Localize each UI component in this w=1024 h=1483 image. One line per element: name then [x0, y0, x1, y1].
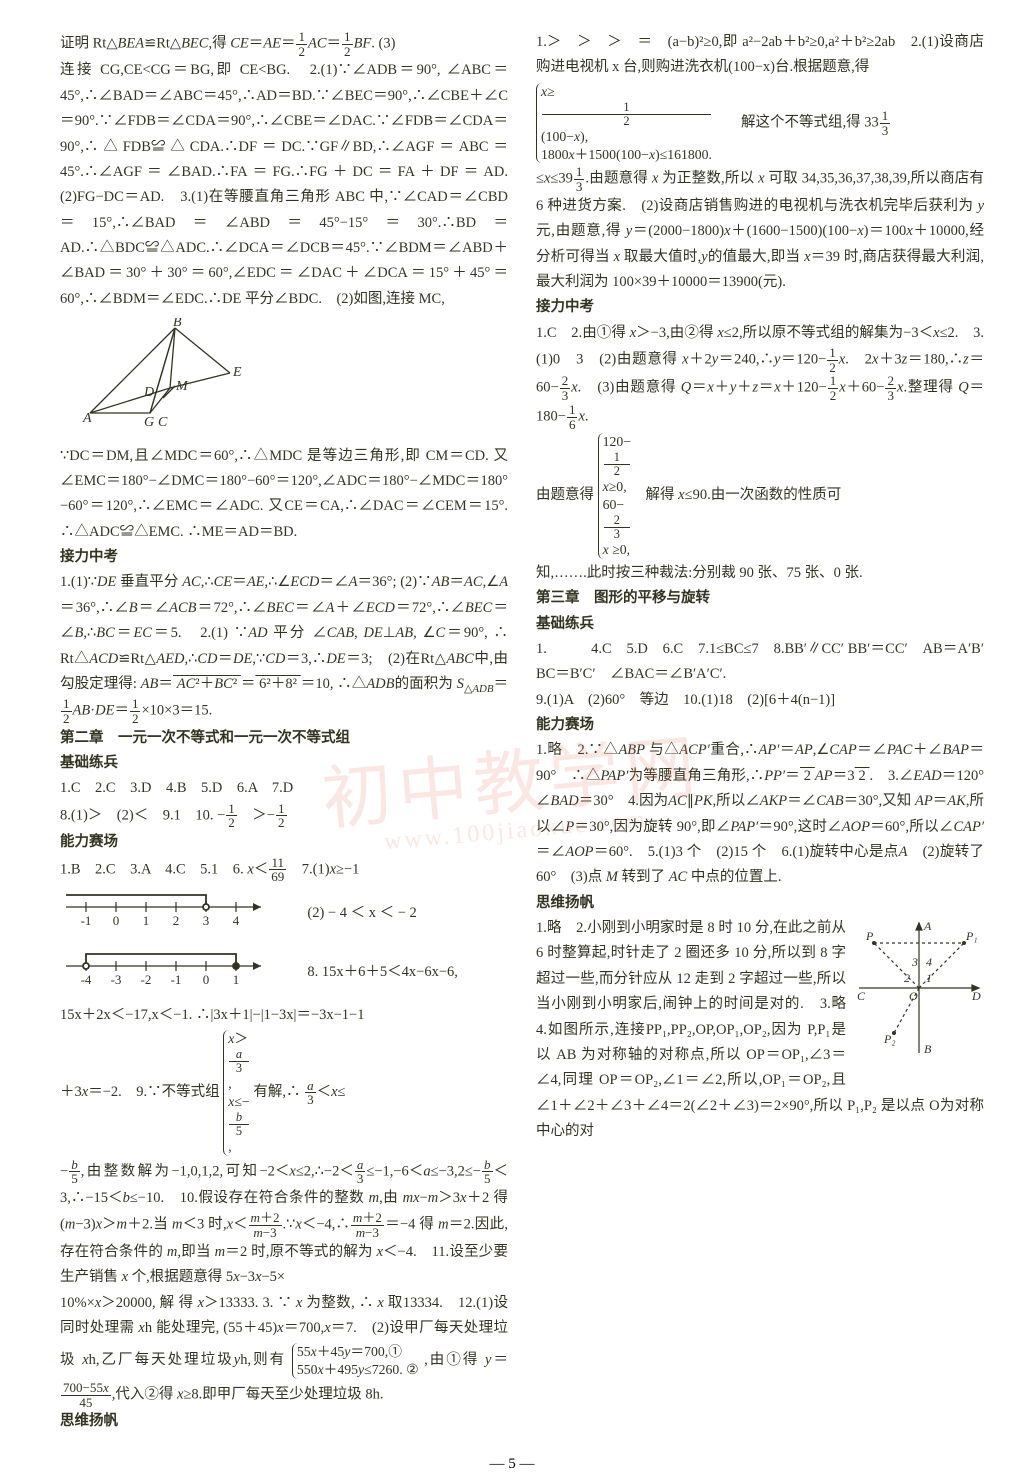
svg-text:-4: -4	[81, 972, 92, 987]
body-text: −b5,由整数解为−1,0,1,2,可知−2＜x≤2,∴−2＜a3≤−1,−6＜…	[60, 1158, 508, 1291]
nl1-caption: (2) − 4 ＜ x ＜ − 2	[306, 884, 508, 943]
heading-jichu: 基础练兵	[60, 751, 508, 776]
body-text: 1.略 2.∵△ABP 与△ACP′重合,∴AP′＝AP,∠CAP＝∠PAC＋∠…	[536, 738, 984, 890]
svg-text:1: 1	[143, 913, 150, 928]
body-text: ∵DC＝DM,且∠MDC＝60°,∴△MDC 是等边三角形,即 CM＝CD. 又…	[60, 444, 508, 546]
body-text: 连接 CG,CE<CG＝BG,即 CE<BG. 2.(1)∵∠ADB＝90°, …	[60, 58, 508, 312]
svg-text:A: A	[82, 411, 92, 426]
answers-line: 9.(1)A (2)60° 等边 10.(1)18 (2)[6＋4(n−1)]	[536, 688, 984, 713]
numberline-2: -4 -3 -2 -1 0 1	[61, 948, 271, 988]
heading-siwei: 思维扬帆	[60, 1409, 508, 1434]
heading-jieli: 接力中考	[60, 545, 508, 570]
body-text: 1.(1)∵DE 垂直平分 AC,∴CE＝AE,∴∠ECD＝∠A＝36°; (2…	[60, 570, 508, 725]
page-content: 证明 Rt△BEA≌Rt△BEC,得 CE＝AE＝12AC＝12BF. (3) …	[0, 0, 1024, 1483]
page-number: — 5 —	[490, 1456, 535, 1473]
svg-text:P: P	[865, 929, 874, 943]
svg-text:-1: -1	[81, 913, 92, 928]
svg-text:2: 2	[904, 971, 910, 985]
svg-text:P₁: P₁	[965, 929, 978, 943]
triangle-figure: A G C B D M E	[80, 318, 508, 437]
svg-text:4: 4	[926, 955, 932, 969]
svg-text:-2: -2	[141, 972, 152, 987]
svg-text:B: B	[173, 318, 182, 330]
body-text: 10%×x＞20000, 解 得 x＞13333. 3. ∵ x 为整数, ∴ …	[60, 1291, 508, 1410]
answers-line: 1.C 2.C 3.D 4.B 5.D 6.A 7.D	[60, 776, 508, 801]
answers-line: 8.(1)＞ (2)＜ 9.1 10. −12 ＞−12	[60, 802, 508, 830]
svg-text:0: 0	[113, 913, 120, 928]
numberline-block: -1 0 1 2 3 4 (2) − 4 ＜ x ＜ − 2 -4 -3 -2 -1 0 1 8…	[60, 884, 508, 1003]
svg-text:B: B	[924, 1042, 932, 1056]
heading-jieli-r: 接力中考	[536, 295, 984, 320]
heading-nengli: 能力赛场	[60, 830, 508, 855]
svg-text:M: M	[175, 379, 189, 394]
svg-text:3: 3	[203, 913, 210, 928]
body-text: ≤x≤3913.由题意得 x 为正整数,所以 x 可取 34,35,36,37,…	[536, 165, 984, 295]
body-text: ＋3x＝−2. 9.∵不等式组 x＞a3,x≤−b5, 有解,∴ a3＜x≤	[60, 1028, 508, 1158]
svg-text:E: E	[232, 365, 242, 380]
body-text: x≥12(100−x),1800x＋1500(100−x)≤161800. 解这…	[536, 81, 984, 166]
svg-text:C: C	[158, 415, 168, 428]
heading-siwei-r: 思维扬帆	[536, 891, 984, 916]
numberline-1: -1 0 1 2 3 4	[61, 889, 271, 929]
chapter-2-heading: 第二章 一元一次不等式和一元一次不等式组	[60, 726, 508, 751]
body-text: 由题意得 120−12x≥0,60−23x ≥0, 解得 x≤90.由一次函数的…	[536, 431, 984, 561]
svg-text:2: 2	[173, 913, 180, 928]
body-text: 知,…….此时按三种裁法:分别裁 90 张、75 张、0 张.	[536, 561, 984, 586]
svg-text:0: 0	[203, 972, 210, 987]
body-text: 15x＋2x＜−17,x＜−1. ∴|3x＋1|−|1−3x|＝−3x−1−1	[60, 1003, 508, 1028]
svg-text:A: A	[923, 919, 932, 933]
heading-jichu-r: 基础练兵	[536, 612, 984, 637]
svg-text:D: D	[143, 385, 154, 400]
svg-text:4: 4	[233, 913, 240, 928]
svg-text:3: 3	[911, 955, 918, 969]
symmetry-figure: AD CB O PP₁ P₂ 21 34	[854, 918, 984, 1067]
svg-text:O: O	[909, 989, 918, 1003]
nl2-caption: 8. 15x＋6＋5＜4x−6x−6,	[306, 943, 508, 1002]
proof-line: 证明 Rt△BEA≌Rt△BEC,得 CE＝AE＝12AC＝12BF. (3)	[60, 30, 508, 58]
heading-nengli-r: 能力赛场	[536, 713, 984, 738]
svg-text:-3: -3	[111, 972, 122, 987]
svg-text:G: G	[144, 415, 154, 428]
answers-line: 1. 4.C 5.D 6.C 7.1≤BC≤7 8.BB′∥CC′ BB′＝CC…	[536, 637, 984, 688]
body-text: 1.＞ ＞ ＞ ＝ (a−b)²≥0,即 a²−2ab＋b²≥0,a²＋b²≥2…	[536, 30, 984, 81]
chapter-3-heading: 第三章 图形的平移与旋转	[536, 586, 984, 611]
svg-text:D: D	[971, 989, 981, 1003]
svg-text:-1: -1	[171, 972, 182, 987]
svg-text:1: 1	[926, 971, 932, 985]
body-text: 1.C 2.由①得 x＞−3,由②得 x≤2,所以原不等式组的解集为−3＜x≤2…	[536, 321, 984, 432]
answers-line: 1.B 2.C 3.A 4.C 5.1 6. x＜1169 7.(1)x≥−1	[60, 856, 508, 884]
svg-text:1: 1	[233, 972, 240, 987]
